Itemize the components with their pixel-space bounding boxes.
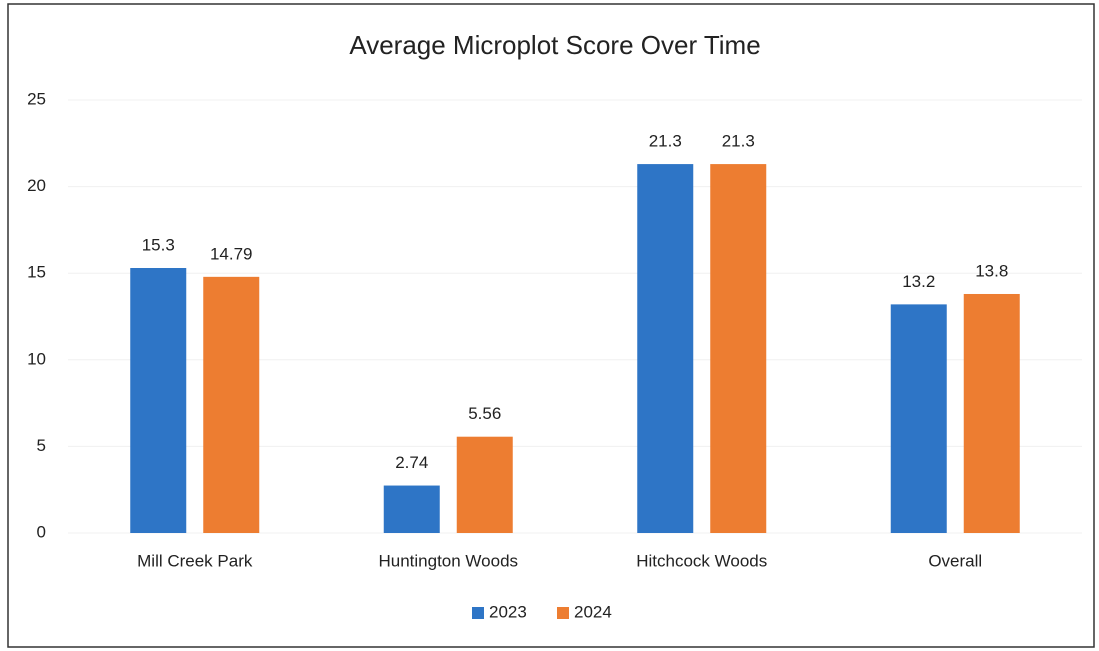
legend-label: 2023 <box>489 602 527 621</box>
bar <box>890 304 947 533</box>
data-label: 5.56 <box>468 404 501 423</box>
legend-label: 2024 <box>574 602 612 621</box>
bar <box>637 164 694 534</box>
bar <box>963 293 1020 533</box>
bar <box>383 485 440 533</box>
chart-title: Average Microplot Score Over Time <box>349 30 760 60</box>
y-tick-label: 0 <box>37 522 46 541</box>
bar <box>130 268 187 533</box>
x-tick-label: Overall <box>928 551 982 570</box>
x-tick-label: Huntington Woods <box>378 551 518 570</box>
x-tick-label: Mill Creek Park <box>137 551 253 570</box>
y-tick-label: 20 <box>27 176 46 195</box>
bar <box>456 436 513 533</box>
legend-swatch <box>472 607 484 619</box>
bar <box>203 276 260 533</box>
y-tick-label: 15 <box>27 263 46 282</box>
bar <box>710 164 767 534</box>
legend-swatch <box>557 607 569 619</box>
x-tick-label: Hitchcock Woods <box>636 551 767 570</box>
y-tick-label: 25 <box>27 89 46 108</box>
data-label: 21.3 <box>649 132 682 151</box>
data-label: 14.79 <box>210 244 253 263</box>
y-tick-label: 5 <box>37 436 46 455</box>
data-label: 15.3 <box>142 235 175 254</box>
data-label: 21.3 <box>722 132 755 151</box>
data-label: 2.74 <box>395 453 428 472</box>
data-label: 13.8 <box>975 261 1008 280</box>
y-tick-label: 10 <box>27 349 46 368</box>
data-label: 13.2 <box>902 272 935 291</box>
